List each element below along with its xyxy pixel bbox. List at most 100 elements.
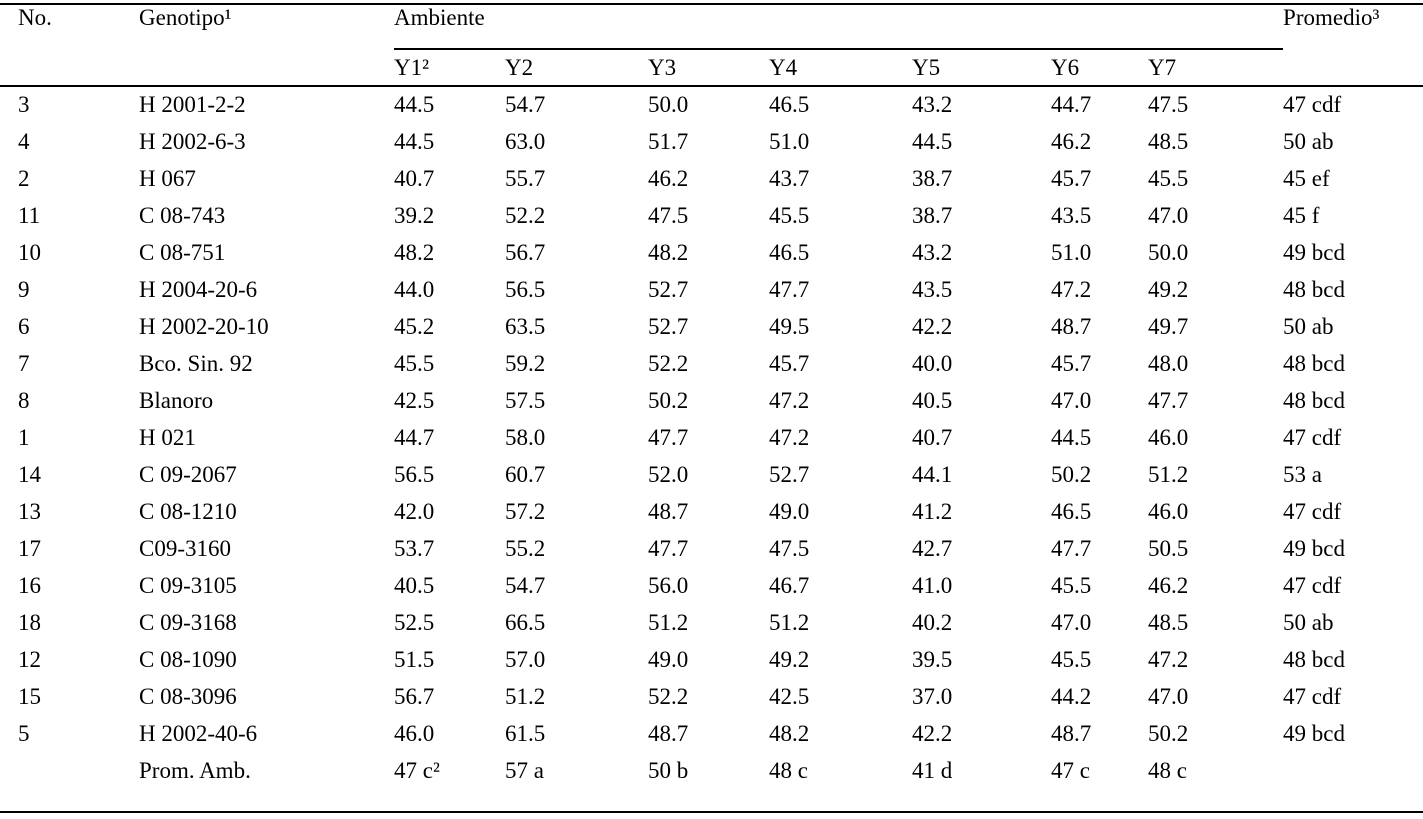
- cell-y6: 47.7: [1051, 535, 1092, 561]
- cell-y6: 45.5: [1051, 646, 1092, 672]
- table-row: 18 C 09-3168 52.5 66.5 51.2 51.2 40.2 47.0 48.5 5…: [0, 604, 1423, 641]
- table-row: 11 C 08-743 39.2 52.2 47.5 45.5 38.7 43.5 47.0 45…: [0, 197, 1423, 234]
- col-header-no: No.: [0, 5, 139, 87]
- cell-y3: 46.2: [648, 165, 689, 191]
- cell-y5: 40.7: [912, 424, 953, 450]
- cell-y1: 42.0: [394, 498, 435, 524]
- cell-y7: 48.0: [1148, 350, 1189, 376]
- cell-y7: 49.2: [1148, 276, 1189, 302]
- cell-y6: 44.2: [1051, 683, 1092, 709]
- table-row: 3 H 2001-2-2 44.5 54.7 50.0 46.5 43.2 44.7 47.5 4…: [0, 86, 1423, 123]
- cell-y6: 50.2: [1051, 461, 1092, 487]
- cell-no: 11: [18, 202, 41, 228]
- cell-no: 18: [18, 609, 41, 635]
- cell-y6: 45.7: [1051, 350, 1092, 376]
- cell-genotipo: C 08-3096: [139, 683, 237, 709]
- cell-y5: 41.0: [912, 572, 953, 598]
- cell-y2: 54.7: [505, 92, 546, 117]
- cell-genotipo: H 2002-40-6: [139, 720, 258, 746]
- cell-y5: 43.2: [912, 92, 953, 117]
- cell-y4: 51.0: [769, 128, 810, 154]
- cell-promedio: 47 cdf: [1283, 498, 1342, 524]
- cell-y4: 45.7: [769, 350, 810, 376]
- cell-y2: 56.7: [505, 239, 546, 265]
- cell-y7: 48.5: [1148, 128, 1189, 154]
- cell-y5: 44.1: [912, 461, 953, 487]
- cell-no: 9: [18, 276, 30, 302]
- cell-promedio: [1283, 752, 1423, 789]
- cell-y2: 59.2: [505, 350, 546, 376]
- cell-y3: 47.7: [648, 535, 689, 561]
- cell-y4: 46.5: [769, 92, 810, 117]
- cell-genotipo: C 09-3168: [139, 609, 237, 635]
- cell-y7: 50.0: [1148, 239, 1189, 265]
- cell-y1: 40.7: [394, 165, 435, 191]
- cell-y6: 45.7: [1051, 165, 1092, 191]
- cell-y3: 49.0: [648, 646, 689, 672]
- cell-genotipo: Prom. Amb.: [139, 757, 251, 783]
- cell-promedio: 47 cdf: [1283, 683, 1342, 709]
- cell-no: 16: [18, 572, 41, 598]
- cell-y4: 47.5: [769, 535, 810, 561]
- cell-y5: 40.2: [912, 609, 953, 635]
- cell-y6: 46.5: [1051, 498, 1092, 524]
- cell-y4: 52.7: [769, 461, 810, 487]
- cell-y1: 51.5: [394, 646, 435, 672]
- cell-no: 7: [18, 350, 30, 376]
- cell-y7: 46.0: [1148, 424, 1189, 450]
- col-header-env-y5: Y5: [912, 49, 1051, 87]
- cell-y6: 46.2: [1051, 128, 1092, 154]
- cell-y2: 57.2: [505, 498, 546, 524]
- cell-y7: 49.7: [1148, 313, 1189, 339]
- cell-y3: 50.2: [648, 387, 689, 413]
- col-header-env-y2: Y2: [505, 49, 648, 87]
- cell-no: 14: [18, 461, 41, 487]
- cell-y3: 51.2: [648, 609, 689, 635]
- cell-y7: 46.2: [1148, 572, 1189, 598]
- table-row: 1 H 021 44.7 58.0 47.7 47.2 40.7 44.5 46.0 47 cdf: [0, 419, 1423, 456]
- table-row: 2 H 067 40.7 55.7 46.2 43.7 38.7 45.7 45.5 45 ef: [0, 160, 1423, 197]
- cell-y6: 51.0: [1051, 239, 1092, 265]
- cell-y1: 44.5: [394, 92, 435, 117]
- table-row: 15 C 08-3096 56.7 51.2 52.2 42.5 37.0 44.2 47.0 4…: [0, 678, 1423, 715]
- col-header-env-y7: Y7: [1148, 49, 1284, 87]
- cell-promedio: 49 bcd: [1283, 239, 1345, 265]
- cell-y7: 47.2: [1148, 646, 1189, 672]
- cell-y2: 51.2: [505, 683, 546, 709]
- cell-y5: 40.0: [912, 350, 953, 376]
- cell-no: 2: [18, 165, 30, 191]
- cell-y3: 50 b: [648, 757, 689, 783]
- cell-y6: 48.7: [1051, 313, 1092, 339]
- col-header-ambiente: Ambiente: [394, 5, 1284, 50]
- cell-no: 13: [18, 498, 41, 524]
- cell-y7: 47.5: [1148, 92, 1189, 117]
- cell-y5: 42.2: [912, 720, 953, 746]
- cell-y4: 49.2: [769, 646, 810, 672]
- cell-y2: 57 a: [505, 757, 544, 783]
- cell-y7: 47.0: [1148, 202, 1189, 228]
- col-header-env-y6: Y6: [1051, 49, 1148, 87]
- cell-y1: 56.7: [394, 683, 435, 709]
- cell-y7: 47.7: [1148, 387, 1189, 413]
- cell-y1: 44.5: [394, 128, 435, 154]
- cell-y1: 44.7: [394, 424, 435, 450]
- cell-y4: 49.5: [769, 313, 810, 339]
- cell-y1: 42.5: [394, 387, 435, 413]
- col-header-env-y3: Y3: [648, 49, 769, 87]
- cell-promedio: 47 cdf: [1283, 572, 1342, 598]
- table-row: 8 Blanoro 42.5 57.5 50.2 47.2 40.5 47.0 47.7 48 b…: [0, 382, 1423, 419]
- cell-genotipo: C09-3160: [139, 535, 231, 561]
- cell-genotipo: H 2002-6-3: [139, 128, 246, 154]
- cell-no: 1: [18, 424, 30, 450]
- cell-y2: 57.5: [505, 387, 546, 413]
- cell-genotipo: C 08-1210: [139, 498, 237, 524]
- cell-y6: 44.5: [1051, 424, 1092, 450]
- cell-y6: 44.7: [1051, 92, 1092, 117]
- cell-y1: 52.5: [394, 609, 435, 635]
- cell-y2: 58.0: [505, 424, 546, 450]
- cell-y2: 54.7: [505, 572, 546, 598]
- cell-no: 3: [18, 92, 30, 117]
- cell-y6: 48.7: [1051, 720, 1092, 746]
- cell-genotipo: Blanoro: [139, 387, 214, 413]
- cell-y7: 46.0: [1148, 498, 1189, 524]
